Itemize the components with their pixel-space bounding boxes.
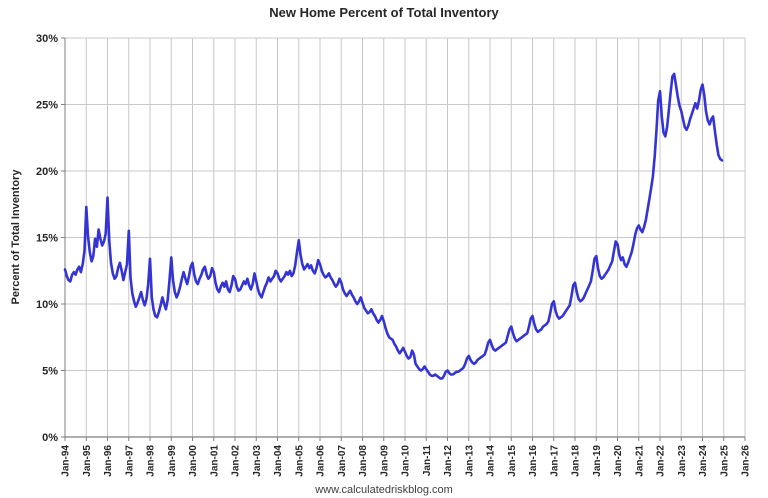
y-tick-label: 10% <box>36 299 58 311</box>
source-url-text: www.calculatedriskblog.com <box>315 484 453 496</box>
x-tick-label: Jan-10 <box>401 445 412 477</box>
x-tick-label: Jan-25 <box>719 445 730 477</box>
x-tick-label: Jan-04 <box>273 445 284 477</box>
x-tick-label: Jan-03 <box>252 445 263 477</box>
x-tick-label: Jan-20 <box>613 445 624 477</box>
x-tick-label: Jan-21 <box>634 445 645 477</box>
x-tick-label: Jan-12 <box>443 445 454 477</box>
x-tick-label: Jan-19 <box>592 445 603 477</box>
y-tick-label: 30% <box>36 33 58 45</box>
x-tick-label: Jan-06 <box>316 445 327 477</box>
y-tick-label: 0% <box>42 432 58 444</box>
x-tick-label: Jan-99 <box>167 445 178 477</box>
y-tick-label: 5% <box>42 366 58 378</box>
chart-title: New Home Percent of Total Inventory <box>269 5 499 20</box>
x-tick-label: Jan-01 <box>209 445 220 477</box>
x-tick-label: Jan-95 <box>82 445 93 477</box>
x-tick-label: Jan-11 <box>422 445 433 477</box>
data-series-line <box>63 72 724 380</box>
x-tick-label: Jan-07 <box>337 445 348 477</box>
x-tick-label: Jan-14 <box>486 445 497 477</box>
x-tick-label: Jan-22 <box>656 445 667 477</box>
x-tick-label: Jan-18 <box>571 445 582 477</box>
x-tick-label: Jan-08 <box>358 445 369 477</box>
x-tick-label: Jan-97 <box>124 445 135 477</box>
x-tick-label: Jan-15 <box>507 445 518 477</box>
x-tick-label: Jan-16 <box>528 445 539 477</box>
x-tick-label: Jan-23 <box>677 445 688 477</box>
y-tick-label: 20% <box>36 166 58 178</box>
y-tick-label: 15% <box>36 233 58 245</box>
x-tick-label: Jan-00 <box>188 445 199 477</box>
x-tick-label: Jan-26 <box>741 445 752 477</box>
y-tick-label: 25% <box>36 100 58 112</box>
x-tick-label: Jan-05 <box>294 445 305 477</box>
x-tick-label: Jan-09 <box>379 445 390 477</box>
x-tick-label: Jan-17 <box>549 445 560 477</box>
x-tick-label: Jan-02 <box>231 445 242 477</box>
x-tick-label: Jan-94 <box>61 445 72 477</box>
x-tick-label: Jan-96 <box>103 445 114 477</box>
x-tick-label: Jan-24 <box>698 445 709 477</box>
x-tick-label: Jan-98 <box>146 445 157 477</box>
x-tick-label: Jan-13 <box>464 445 475 477</box>
